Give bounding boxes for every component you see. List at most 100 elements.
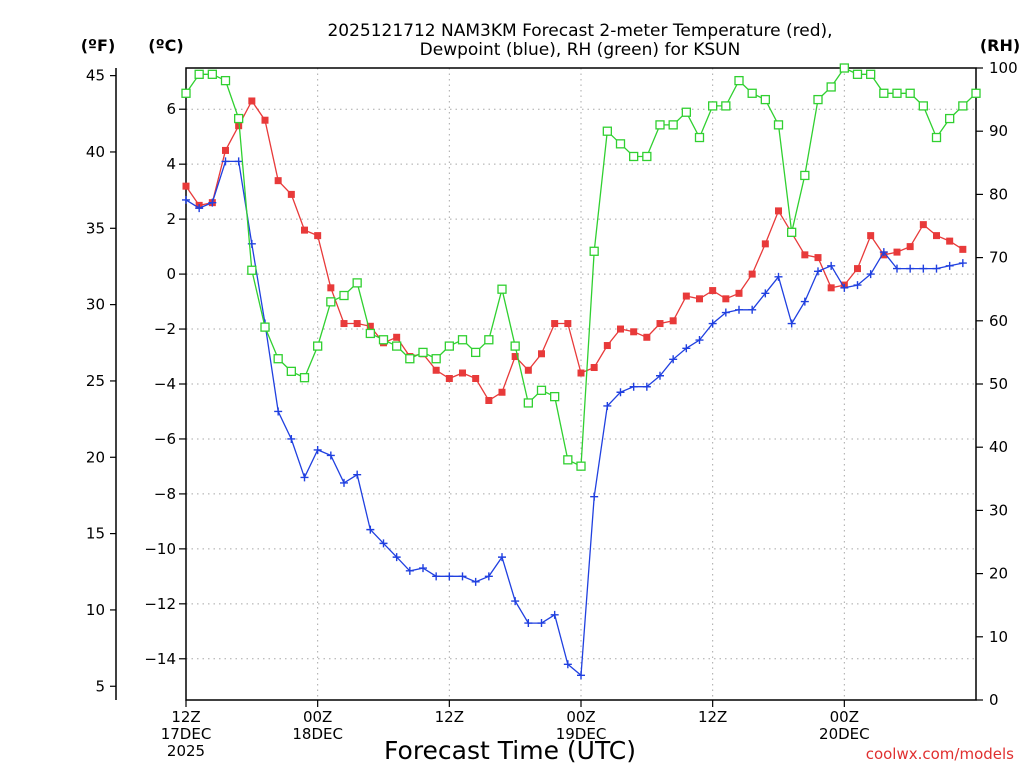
chart-title-line1: 2025121712 NAM3KM Forecast 2-meter Tempe…: [327, 21, 832, 41]
series-line: [185, 99, 964, 402]
data-point: [510, 341, 520, 351]
data-point: [484, 335, 494, 345]
data-point: [484, 572, 493, 581]
data-point: [353, 470, 362, 479]
data-point: [301, 226, 308, 234]
data-point: [853, 281, 862, 290]
data-point: [340, 478, 348, 487]
data-point: [827, 261, 836, 270]
data-point: [431, 354, 441, 364]
data-point: [577, 369, 585, 377]
data-point: [945, 113, 955, 124]
data-point: [630, 328, 638, 336]
data-point: [248, 97, 256, 105]
x-tick-label: 20DEC: [819, 725, 870, 743]
data-point: [840, 283, 849, 292]
data-point: [339, 290, 349, 301]
data-point: [273, 354, 283, 364]
data-point: [444, 341, 454, 351]
x-axis-label: Forecast Time (UTC): [384, 736, 636, 765]
data-point: [629, 382, 638, 391]
celsius-unit-label: (ºC): [148, 36, 183, 55]
data-point: [392, 341, 402, 351]
series-dewpoint: [182, 157, 967, 680]
celsius-tick-label: −6: [154, 430, 176, 448]
data-point: [353, 320, 361, 328]
series-line: [185, 160, 963, 677]
data-point: [485, 396, 493, 404]
data-point: [748, 270, 756, 278]
data-point: [827, 284, 835, 292]
data-point: [524, 366, 532, 374]
data-point: [945, 261, 954, 270]
data-point: [207, 69, 217, 79]
data-point: [682, 344, 691, 353]
data-point: [392, 553, 401, 562]
data-point: [615, 139, 626, 149]
data-point: [299, 373, 310, 383]
data-point: [195, 204, 204, 213]
data-point: [893, 264, 901, 273]
rh-tick-label: 10: [989, 628, 1008, 646]
fahrenheit-tick-label: 20: [86, 448, 105, 466]
data-point: [577, 671, 585, 680]
data-point: [459, 369, 466, 377]
data-point: [801, 251, 809, 259]
data-point: [681, 107, 691, 117]
data-point: [538, 350, 545, 358]
data-point: [748, 305, 757, 314]
rh-unit-label: (RH): [980, 36, 1020, 55]
celsius-tick-label: −12: [144, 595, 176, 613]
data-point: [405, 354, 415, 364]
data-point: [787, 227, 797, 237]
data-point: [497, 284, 507, 294]
data-point: [471, 347, 481, 358]
data-point: [643, 333, 651, 341]
fahrenheit-tick-label: 10: [86, 601, 105, 619]
data-point: [971, 88, 981, 98]
data-point: [286, 366, 296, 377]
data-point: [274, 407, 283, 416]
data-point: [919, 264, 928, 273]
rh-tick-label: 100: [989, 59, 1018, 77]
data-point: [735, 289, 743, 297]
celsius-tick-label: 4: [166, 155, 176, 173]
fahrenheit-tick-label: 25: [86, 372, 105, 390]
data-point: [721, 101, 731, 111]
data-point: [709, 287, 717, 295]
data-point: [854, 265, 861, 273]
data-point: [326, 297, 336, 307]
rh-tick-label: 30: [989, 501, 1008, 519]
data-point: [379, 539, 388, 548]
data-point: [313, 341, 323, 351]
data-point: [866, 69, 876, 79]
data-point: [589, 246, 599, 256]
data-point: [563, 660, 572, 669]
data-point: [932, 264, 941, 273]
rh-tick-label: 70: [989, 249, 1008, 267]
data-point: [326, 451, 335, 460]
data-point: [905, 88, 915, 98]
data-point: [234, 113, 244, 124]
data-point: [221, 157, 230, 166]
data-point: [958, 101, 968, 111]
data-point: [602, 126, 612, 136]
rh-tick-label: 40: [989, 438, 1008, 456]
data-point: [773, 120, 784, 130]
data-point: [511, 353, 519, 361]
data-point: [682, 292, 690, 300]
celsius-tick-label: −2: [154, 320, 176, 338]
data-point: [813, 94, 823, 105]
data-point: [458, 572, 467, 581]
data-point: [550, 610, 559, 619]
x-tick-label: 19DEC: [556, 725, 607, 743]
series-layer: [181, 63, 981, 680]
data-point: [472, 375, 480, 383]
data-point: [735, 305, 743, 314]
data-point: [498, 553, 506, 562]
data-point: [445, 375, 453, 383]
x-tick-label: 12Z: [171, 708, 200, 726]
data-point: [419, 564, 427, 573]
data-point: [536, 385, 547, 395]
data-point: [222, 146, 229, 154]
